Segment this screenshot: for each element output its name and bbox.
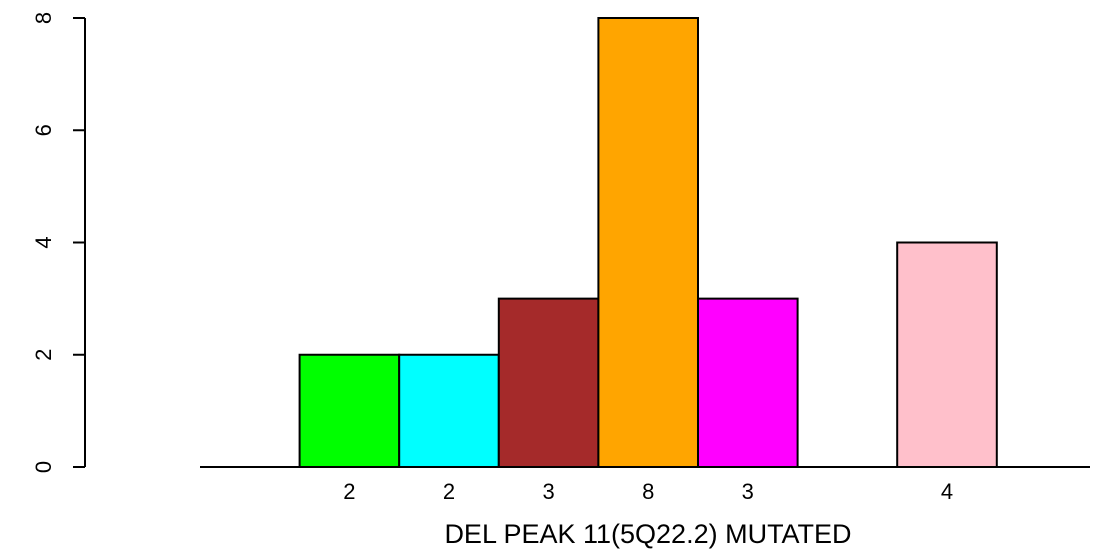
bar-count-label-1: 2: [443, 479, 455, 504]
y-axis: 0 2 4 6 8: [31, 12, 86, 473]
bar-1: [398, 353, 500, 468]
bar-count-label-5: 4: [941, 479, 953, 504]
y-tick-label-4: 8: [31, 12, 56, 24]
x-axis-title: DEL PEAK 11(5Q22.2) MUTATED: [444, 519, 851, 549]
bar-count-label-4: 3: [742, 479, 754, 504]
bars: [298, 17, 998, 468]
bar-count-labels: 2 2 3 8 3 4: [343, 479, 953, 504]
y-tick-label-1: 2: [31, 349, 56, 361]
bar-0: [298, 353, 401, 468]
bar-count-label-2: 3: [542, 479, 554, 504]
y-tick-label-2: 4: [31, 236, 56, 248]
bar-count-label-0: 2: [343, 479, 355, 504]
bar-3: [597, 17, 700, 468]
bar-count-label-3: 8: [642, 479, 654, 504]
bar-5: [896, 241, 998, 468]
bar-4: [697, 297, 799, 468]
bar-2: [497, 297, 600, 468]
y-tick-label-3: 6: [31, 124, 56, 136]
y-tick-label-0: 0: [31, 461, 56, 473]
